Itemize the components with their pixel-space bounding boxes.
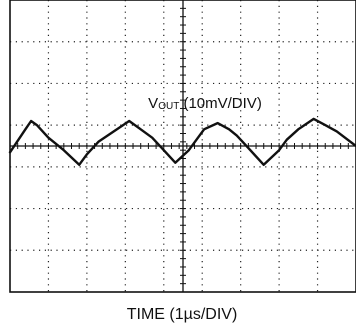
channel-label-prefix: V (148, 95, 158, 112)
plot-frame (9, 0, 356, 293)
channel-label: VOUT (10mV/DIV) (148, 95, 262, 112)
crosshair-ticks (9, 0, 356, 293)
channel-label-scale: (10mV/DIV) (179, 95, 262, 112)
x-axis-label: TIME (1µs/DIV) (127, 306, 238, 323)
channel-label-subscript: OUT (158, 101, 179, 112)
vout-trace (8, 117, 356, 167)
